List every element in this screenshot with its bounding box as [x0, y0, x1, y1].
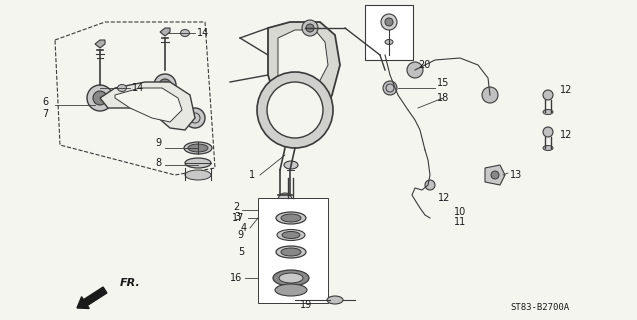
- Circle shape: [482, 87, 498, 103]
- Ellipse shape: [279, 273, 303, 283]
- Text: 14: 14: [132, 83, 144, 93]
- Text: 4: 4: [241, 223, 247, 233]
- Text: 2: 2: [234, 202, 240, 212]
- Ellipse shape: [281, 214, 301, 222]
- Ellipse shape: [281, 248, 301, 256]
- Text: 19: 19: [300, 300, 312, 310]
- Text: FR.: FR.: [120, 278, 141, 288]
- Polygon shape: [268, 22, 340, 148]
- Circle shape: [267, 82, 323, 138]
- Circle shape: [154, 74, 176, 96]
- Circle shape: [278, 193, 292, 207]
- Polygon shape: [485, 165, 505, 185]
- Circle shape: [257, 72, 333, 148]
- Text: 15: 15: [437, 78, 449, 88]
- Ellipse shape: [184, 142, 212, 154]
- Text: 3: 3: [234, 212, 240, 222]
- FancyBboxPatch shape: [258, 198, 328, 303]
- Ellipse shape: [282, 231, 300, 238]
- Ellipse shape: [180, 29, 189, 36]
- Ellipse shape: [327, 296, 343, 304]
- Text: 12: 12: [560, 85, 573, 95]
- Text: 12: 12: [560, 130, 573, 140]
- Circle shape: [385, 18, 393, 26]
- Circle shape: [185, 108, 205, 128]
- Ellipse shape: [188, 144, 208, 152]
- Text: 6: 6: [42, 97, 48, 107]
- Polygon shape: [278, 30, 328, 110]
- Text: 18: 18: [437, 93, 449, 103]
- Ellipse shape: [273, 270, 309, 286]
- Circle shape: [93, 91, 107, 105]
- Text: 20: 20: [418, 60, 431, 70]
- Text: 9: 9: [156, 138, 162, 148]
- Ellipse shape: [543, 109, 553, 115]
- Text: 12: 12: [438, 193, 450, 203]
- Circle shape: [407, 62, 423, 78]
- Circle shape: [87, 85, 113, 111]
- Text: 1: 1: [249, 170, 255, 180]
- Circle shape: [159, 79, 171, 91]
- Ellipse shape: [385, 39, 393, 44]
- Ellipse shape: [276, 212, 306, 224]
- Ellipse shape: [543, 146, 553, 150]
- Ellipse shape: [276, 246, 306, 258]
- Ellipse shape: [284, 161, 298, 169]
- Polygon shape: [95, 40, 105, 48]
- Text: 5: 5: [238, 247, 244, 257]
- Circle shape: [306, 24, 314, 32]
- Text: 14: 14: [197, 28, 209, 38]
- Polygon shape: [115, 88, 182, 122]
- Polygon shape: [100, 82, 195, 130]
- Ellipse shape: [117, 84, 127, 92]
- Text: 11: 11: [454, 217, 466, 227]
- Circle shape: [381, 14, 397, 30]
- Text: 17: 17: [232, 213, 244, 223]
- Ellipse shape: [275, 284, 307, 296]
- FancyArrow shape: [77, 287, 107, 308]
- Text: 7: 7: [42, 109, 48, 119]
- Text: ST83-B2700A: ST83-B2700A: [510, 303, 569, 313]
- Text: 8: 8: [156, 158, 162, 168]
- Ellipse shape: [185, 170, 211, 180]
- Circle shape: [425, 180, 435, 190]
- Text: 16: 16: [230, 273, 242, 283]
- Text: 9: 9: [238, 230, 244, 240]
- Text: 13: 13: [510, 170, 522, 180]
- Circle shape: [383, 81, 397, 95]
- Circle shape: [302, 20, 318, 36]
- FancyBboxPatch shape: [365, 5, 413, 60]
- Circle shape: [543, 127, 553, 137]
- Text: 10: 10: [454, 207, 466, 217]
- Circle shape: [543, 90, 553, 100]
- Ellipse shape: [185, 158, 211, 168]
- Circle shape: [491, 171, 499, 179]
- Polygon shape: [160, 28, 170, 36]
- Ellipse shape: [277, 229, 305, 241]
